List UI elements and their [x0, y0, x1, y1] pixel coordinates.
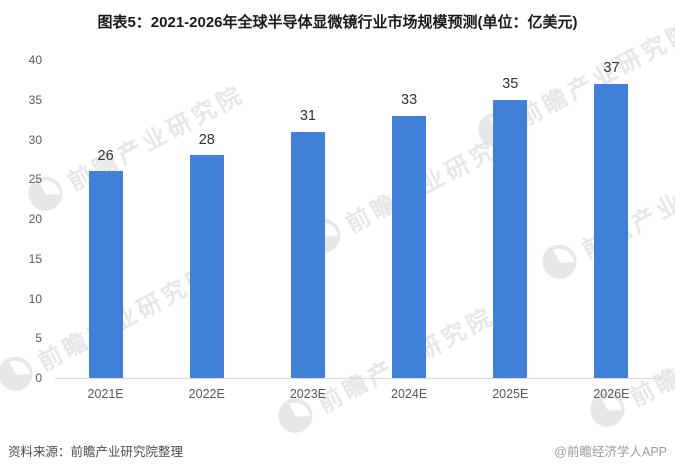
x-axis-label: 2022E — [188, 387, 225, 401]
bar-2025E — [493, 99, 528, 378]
bar-column: 28 — [156, 60, 257, 378]
y-tick-label: 35 — [28, 92, 42, 107]
y-tick-label: 25 — [28, 172, 42, 187]
bar-value-label: 33 — [401, 92, 418, 109]
y-tick-label: 40 — [28, 53, 42, 67]
chart-footer: 资料来源：前瞻产业研究院整理 @前瞻经济学人APP — [8, 441, 667, 460]
bar-column: 33 — [359, 60, 460, 378]
x-axis-label: 2023E — [289, 387, 326, 401]
x-axis: 2021E 2022E 2023E 2024E 2025E 2026E — [55, 387, 662, 405]
bar-2022E — [189, 155, 224, 378]
y-tick-label: 0 — [35, 371, 42, 385]
chart-title: 图表5：2021-2026年全球半导体显微镜行业市场规模预测(单位：亿美元) — [97, 14, 578, 31]
x-axis-label: 2025E — [492, 387, 529, 401]
bar-value-label: 37 — [603, 60, 620, 77]
bar-value-label: 35 — [502, 76, 519, 93]
bar-2026E — [594, 83, 629, 378]
y-tick-label: 20 — [28, 212, 42, 226]
y-axis: 0 5 10 15 20 25 30 35 40 — [0, 53, 47, 385]
bar-value-label: 31 — [299, 108, 316, 125]
y-tick-label: 5 — [35, 331, 42, 346]
x-axis-label: 2026E — [593, 387, 630, 401]
x-axis-label: 2021E — [87, 387, 124, 401]
bar-column: 31 — [257, 60, 358, 378]
bar-value-label: 26 — [97, 147, 114, 164]
y-tick-label: 10 — [28, 291, 42, 306]
y-tick-label: 30 — [28, 132, 42, 147]
bar-2024E — [392, 115, 427, 378]
bar-2023E — [290, 131, 325, 378]
plot-area: 26 28 31 33 35 37 — [55, 60, 662, 379]
bar-column: 26 — [55, 60, 156, 378]
bar-value-label: 28 — [198, 131, 215, 148]
source-text: 资料来源：前瞻产业研究院整理 — [8, 445, 184, 459]
bar-column: 35 — [460, 60, 561, 378]
bar-column: 37 — [561, 60, 662, 378]
bar-2021E — [88, 171, 123, 378]
y-tick-label: 15 — [28, 251, 42, 266]
credit-text: @前瞻经济学人APP — [554, 445, 667, 459]
x-axis-label: 2024E — [391, 387, 428, 401]
